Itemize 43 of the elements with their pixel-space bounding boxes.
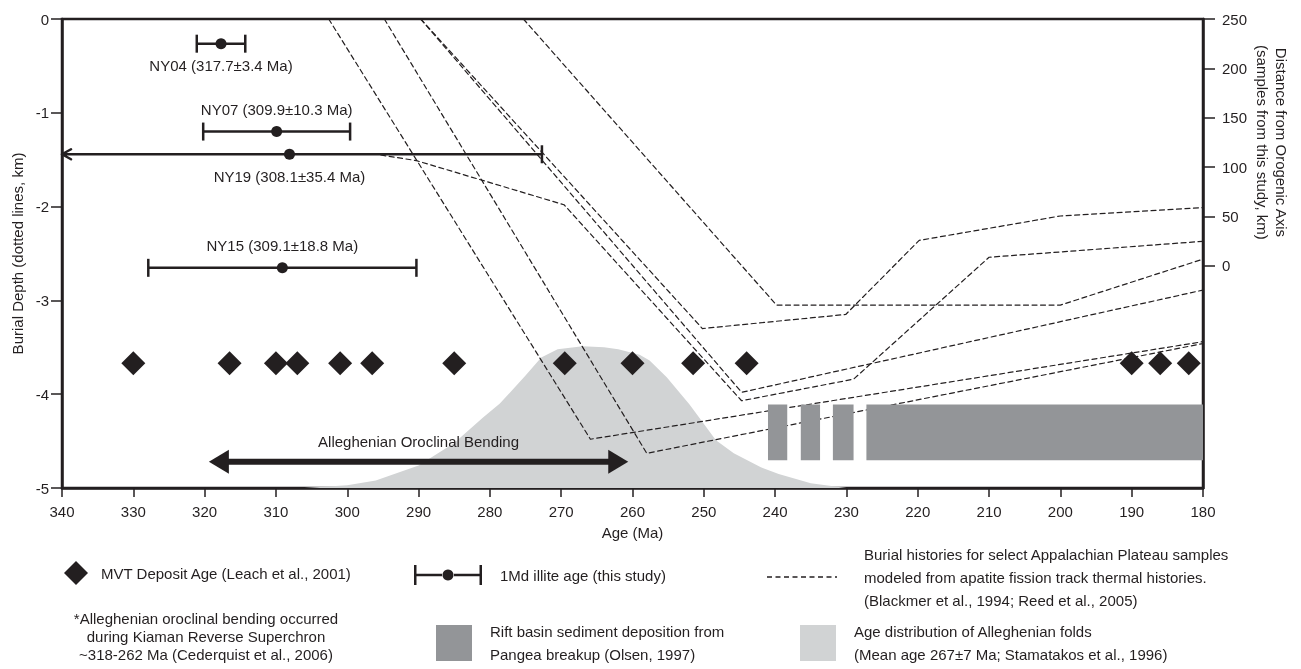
legend-label: Burial histories for select Appalachian Plateau samples modeled from apatite fission track thermal histories. (Blackmer et al., 1994; Reed et al., 2005) [864,545,1229,609]
x-tick-label: 340 [49,503,75,520]
x-tick-label: 270 [548,503,574,520]
legend-label: Rift basin sediment deposition from Pangea breakup (Olsen, 1997) [490,623,725,663]
x-tick-label: 210 [976,503,1002,520]
y2-tick-label: 150 [1222,109,1248,127]
y2-tick-label: 100 [1222,158,1248,176]
x-axis-title: Age (Ma) [601,524,664,541]
y2-tick-label: 250 [1222,10,1248,28]
x-tick-label: 230 [833,503,859,520]
y-tick-label: 0 [40,10,49,28]
y-tick-label: -3 [35,291,49,309]
y-tick-label: -5 [35,479,49,497]
x-tick-label: 240 [762,503,788,520]
x-tick-label: 310 [263,503,289,520]
x-tick-label: 280 [477,503,503,520]
data-label: NY19 (308.1±35.4 Ma) [213,167,366,185]
y2-axis-title: Distance from Orogenic Axis (samples from this study, km) [1254,45,1290,240]
x-tick-label: 200 [1047,503,1073,520]
y2-tick-label: 200 [1222,59,1248,77]
legend-label: 1Md illite age (this study) [500,566,666,584]
data-label: NY07 (309.9±10.3 Ma) [200,101,353,119]
x-tick-label: 180 [1190,503,1216,520]
data-label: NY04 (317.7±3.4 Ma) [149,57,293,75]
annotation: Alleghenian Oroclinal Bending [318,433,520,451]
x-tick-label: 220 [905,503,931,520]
x-tick-label: 330 [120,503,146,520]
y-tick-label: -1 [35,104,49,122]
x-tick-label: 290 [406,503,432,520]
x-tick-label: 320 [192,503,218,520]
x-tick-label: 260 [619,503,646,520]
y-tick-label: -4 [35,385,49,403]
x-tick-label: 300 [334,503,360,520]
y2-tick-label: 0 [1222,257,1231,275]
legend-label: MVT Deposit Age (Leach et al., 2001) [101,564,351,582]
x-tick-label: 190 [1119,503,1145,520]
y-axis-title: Burial Depth (dotted lines, km) [8,152,26,355]
y-tick-label: -2 [35,198,49,216]
data-label: NY15 (309.1±18.8 Ma) [206,237,359,255]
y2-tick-label: 50 [1222,207,1239,225]
legend-label: Age distribution of Alleghenian folds (Mean age 267±7 Ma; Stamatakos et al., 1996) [854,623,1168,663]
text: *Alleghenian oroclinal bending occurred during Kiaman Reverse Superchron ~318-262 Ma (Cederquist et al., 2006) [73,609,339,663]
x-tick-label: 250 [691,503,717,520]
